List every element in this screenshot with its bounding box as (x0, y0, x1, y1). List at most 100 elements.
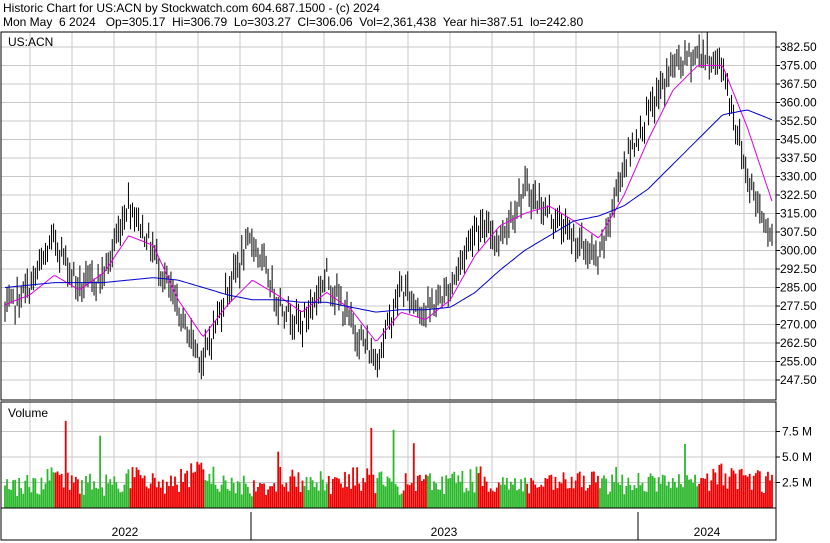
volume-bar (431, 490, 433, 508)
volume-bar (218, 491, 221, 508)
volume-bar (572, 488, 575, 508)
volume-bar (390, 481, 393, 508)
volume-bar (552, 489, 555, 508)
volume-bar (619, 485, 622, 508)
volume-bar (291, 469, 294, 508)
volume-bar (692, 482, 694, 508)
volume-bar (675, 487, 678, 508)
volume-bar (149, 483, 152, 508)
volume-bar (32, 477, 35, 508)
volume-bar (40, 477, 43, 508)
volume-bar (188, 487, 191, 508)
volume-bar (694, 474, 696, 508)
volume-bar (36, 493, 39, 508)
volume-bar (423, 479, 425, 508)
volume-bar (601, 478, 603, 508)
volume-bar (275, 491, 278, 508)
volume-bar (267, 489, 269, 508)
volume-bar (224, 480, 227, 508)
volume-bar (119, 492, 122, 508)
price-frame (0, 31, 777, 401)
volume-bar (172, 486, 174, 508)
volume-bar (738, 469, 741, 508)
volume-bar (111, 484, 114, 508)
volume-bar (289, 476, 292, 508)
volume-bar (170, 475, 172, 508)
volume-bar (408, 485, 411, 508)
year-label-2022: 2022 (112, 525, 139, 539)
volume-bar (222, 475, 225, 508)
volume-bar (72, 482, 75, 508)
volume-bar (647, 476, 650, 508)
volume-bar (354, 485, 357, 508)
volume-bar (522, 491, 524, 508)
volume-bar (574, 480, 577, 508)
volume-bar (696, 486, 699, 508)
volume-bar (404, 473, 407, 508)
volume-bar (682, 487, 684, 508)
volume-bar (14, 479, 17, 508)
volume-bar (226, 488, 229, 508)
volume-bar (374, 493, 377, 508)
volume-bar (767, 471, 769, 508)
volume-bar (586, 488, 589, 508)
volume-bar (85, 475, 87, 508)
volume-bar (115, 482, 118, 508)
volume-bar (479, 466, 482, 508)
volume-bar (724, 473, 727, 508)
volume-bar (684, 444, 686, 508)
volume-bar (597, 475, 599, 508)
volume-bar (599, 488, 601, 508)
volume-bar (473, 492, 476, 508)
price-tick-label-3: 270.00 (780, 318, 817, 332)
ma_long-line (4, 109, 773, 313)
volume-bar (135, 467, 138, 508)
volume-bar (708, 490, 711, 508)
volume-bar (38, 494, 41, 508)
volume-bar (485, 481, 488, 508)
volume-bar (311, 480, 314, 508)
volume-bar (202, 469, 205, 508)
volume-bar (566, 488, 569, 508)
volume-bar (238, 482, 241, 508)
volume-bar (451, 473, 454, 508)
volume-bar (508, 489, 510, 508)
volume-bar (46, 469, 49, 508)
volume-bar (305, 476, 308, 508)
volume-bar (340, 483, 342, 508)
volume-bar (429, 473, 431, 508)
volume-bar (28, 487, 31, 508)
volume-bar (58, 475, 61, 508)
volume-bar (435, 483, 437, 508)
volume-bar (210, 483, 213, 508)
price-tick-label-6: 292.50 (780, 262, 817, 276)
volume-bar (307, 490, 310, 508)
volume-bar (501, 477, 504, 508)
volume-bar (728, 476, 731, 508)
volume-bar (447, 478, 450, 508)
volume-bar (657, 477, 660, 508)
volume-bar (145, 486, 148, 508)
volume-bar (459, 481, 462, 508)
price-tick-label-10: 322.50 (780, 188, 817, 202)
volume-bar (257, 486, 259, 508)
volume-bar (398, 494, 401, 508)
volume-bar (653, 477, 656, 508)
volume-bar (477, 473, 480, 508)
price-tick-label-2: 262.50 (780, 336, 817, 350)
volume-bar (321, 479, 324, 508)
volume-bar (528, 493, 531, 508)
volume-bar (196, 461, 199, 508)
volume-bar (348, 474, 350, 508)
volume-bar (95, 487, 97, 508)
volume-bar (605, 478, 607, 508)
volume-bar (433, 481, 435, 508)
volume-bar (279, 466, 282, 508)
volume-bar (578, 471, 581, 508)
volume-bar (190, 463, 193, 508)
volume-bar (410, 483, 413, 508)
volume-bar (259, 482, 261, 508)
volume-bar (269, 486, 272, 508)
volume-bar (560, 483, 563, 508)
